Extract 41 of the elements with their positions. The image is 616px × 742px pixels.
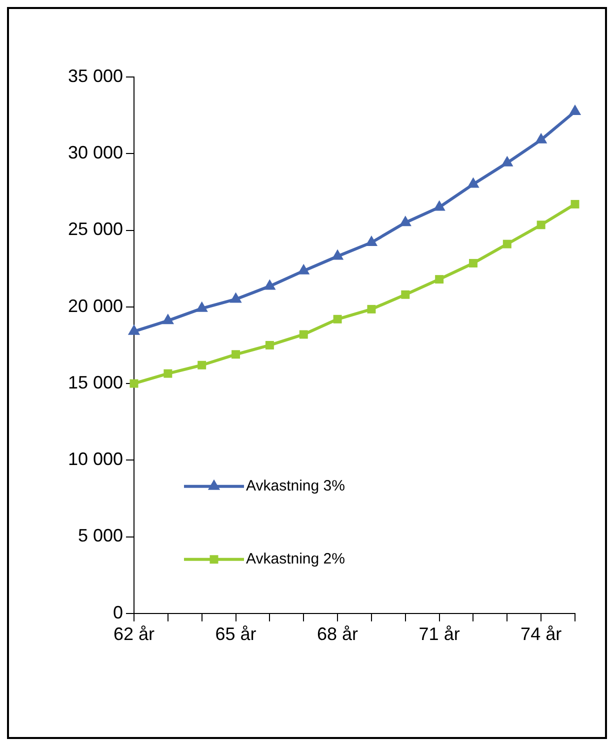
point <box>536 220 546 230</box>
point <box>265 340 274 350</box>
point <box>570 200 580 208</box>
legend-label: Avkastning 2% <box>246 550 345 568</box>
point <box>298 264 310 274</box>
y-tick-label: 25 000 <box>68 219 123 240</box>
y-tick-label: 20 000 <box>68 296 123 316</box>
point <box>502 240 512 248</box>
point <box>367 304 376 314</box>
point <box>399 216 412 226</box>
x-tick-label: 62 år <box>113 624 155 644</box>
point <box>568 104 582 115</box>
y-tick-label: 10 000 <box>68 449 123 470</box>
point <box>299 330 308 339</box>
point <box>433 200 446 211</box>
point <box>264 279 276 290</box>
x-tick-label: 71 år <box>418 624 460 644</box>
point <box>198 360 206 370</box>
point <box>501 156 514 166</box>
legend-label: Avkastning 3% <box>246 478 345 495</box>
point <box>467 177 480 188</box>
point <box>535 132 548 144</box>
point <box>162 314 174 324</box>
y-tick-label: 0 <box>112 602 123 622</box>
point <box>333 314 342 324</box>
point <box>230 292 242 303</box>
x-tick-label: 74 år <box>520 624 562 644</box>
y-tick-label: 15 000 <box>68 372 123 392</box>
point <box>130 379 138 388</box>
point <box>435 275 444 284</box>
point <box>164 369 172 378</box>
point <box>196 301 208 312</box>
y-tick-label: 30 000 <box>68 142 123 163</box>
point <box>468 258 478 268</box>
point <box>232 350 240 359</box>
point <box>401 290 410 299</box>
x-tick-label: 65 år <box>215 624 256 644</box>
point <box>128 324 140 335</box>
y-tick-label: 35 000 <box>68 66 123 86</box>
y-tick-label: 5 000 <box>78 526 123 546</box>
x-tick-label: 68 år <box>317 624 358 644</box>
